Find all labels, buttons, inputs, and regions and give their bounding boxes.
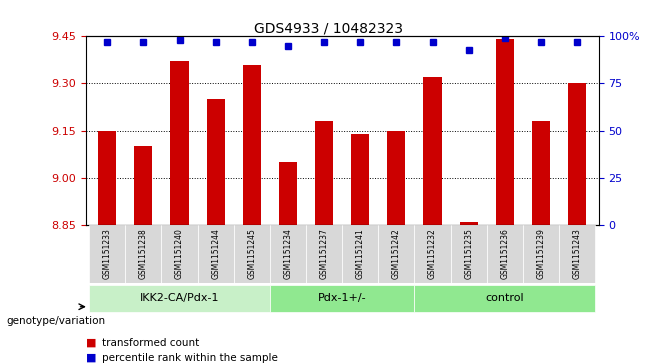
- FancyBboxPatch shape: [415, 225, 451, 283]
- Bar: [207, 99, 224, 225]
- FancyBboxPatch shape: [270, 225, 306, 283]
- Bar: [243, 65, 261, 225]
- Bar: [460, 222, 478, 225]
- Text: GSM1151241: GSM1151241: [356, 228, 365, 279]
- Text: genotype/variation: genotype/variation: [7, 316, 106, 326]
- Text: IKK2-CA/Pdx-1: IKK2-CA/Pdx-1: [139, 293, 219, 303]
- FancyBboxPatch shape: [451, 225, 487, 283]
- FancyBboxPatch shape: [378, 225, 415, 283]
- Bar: [279, 162, 297, 225]
- Text: ■: ■: [86, 352, 96, 363]
- Text: GSM1151240: GSM1151240: [175, 228, 184, 279]
- Bar: [532, 121, 550, 225]
- FancyBboxPatch shape: [234, 225, 270, 283]
- Bar: [568, 83, 586, 225]
- Text: percentile rank within the sample: percentile rank within the sample: [102, 352, 278, 363]
- Text: GSM1151245: GSM1151245: [247, 228, 257, 279]
- FancyBboxPatch shape: [342, 225, 378, 283]
- Text: GSM1151234: GSM1151234: [284, 228, 292, 279]
- FancyBboxPatch shape: [559, 225, 595, 283]
- Text: Pdx-1+/-: Pdx-1+/-: [318, 293, 367, 303]
- FancyBboxPatch shape: [89, 225, 125, 283]
- Text: GSM1151244: GSM1151244: [211, 228, 220, 279]
- Text: GSM1151238: GSM1151238: [139, 228, 148, 279]
- Text: GSM1151235: GSM1151235: [464, 228, 473, 279]
- Bar: [98, 131, 116, 225]
- Text: GSM1151233: GSM1151233: [103, 228, 112, 279]
- Text: GDS4933 / 10482323: GDS4933 / 10482323: [255, 22, 403, 36]
- FancyBboxPatch shape: [487, 225, 523, 283]
- FancyBboxPatch shape: [89, 285, 270, 313]
- FancyBboxPatch shape: [197, 225, 234, 283]
- Text: transformed count: transformed count: [102, 338, 199, 348]
- Text: ■: ■: [86, 338, 96, 348]
- FancyBboxPatch shape: [270, 285, 415, 313]
- Text: GSM1151232: GSM1151232: [428, 228, 437, 279]
- Text: GSM1151237: GSM1151237: [320, 228, 328, 279]
- Bar: [315, 121, 333, 225]
- Bar: [170, 61, 189, 225]
- Bar: [134, 146, 153, 225]
- FancyBboxPatch shape: [125, 225, 161, 283]
- Text: GSM1151239: GSM1151239: [536, 228, 545, 279]
- FancyBboxPatch shape: [161, 225, 197, 283]
- FancyBboxPatch shape: [306, 225, 342, 283]
- Bar: [424, 77, 442, 225]
- Text: control: control: [486, 293, 524, 303]
- FancyBboxPatch shape: [415, 285, 595, 313]
- Text: GSM1151242: GSM1151242: [392, 228, 401, 279]
- Text: GSM1151243: GSM1151243: [572, 228, 582, 279]
- Bar: [388, 131, 405, 225]
- Text: GSM1151236: GSM1151236: [500, 228, 509, 279]
- FancyBboxPatch shape: [523, 225, 559, 283]
- Bar: [495, 40, 514, 225]
- Bar: [351, 134, 369, 225]
